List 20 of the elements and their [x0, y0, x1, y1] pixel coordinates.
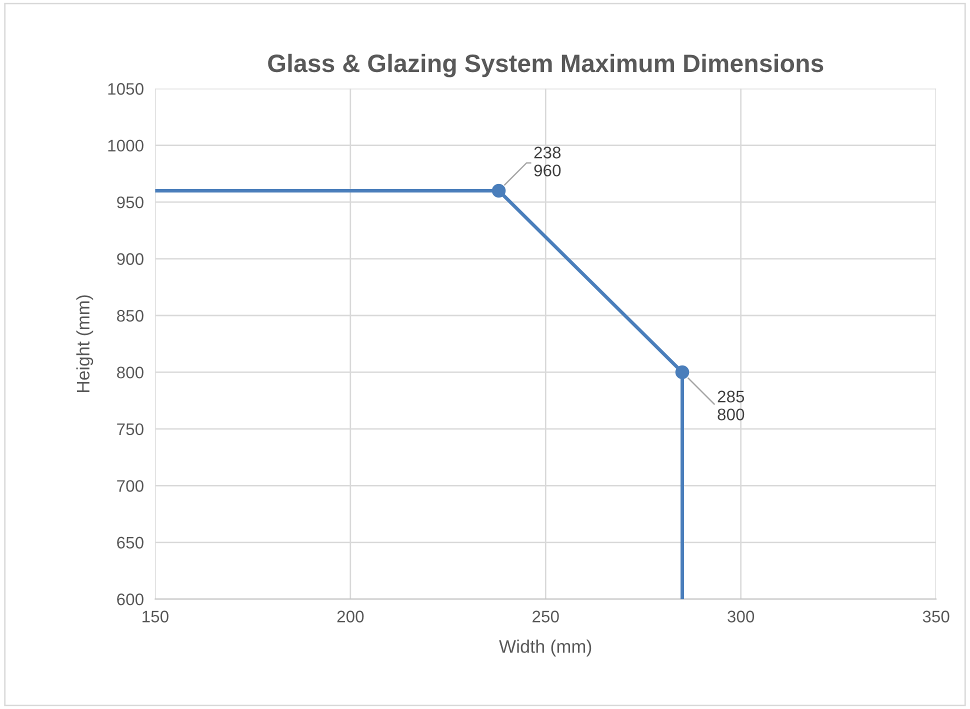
chart-title: Glass & Glazing System Maximum Dimensions	[268, 54, 824, 78]
y-tick-label: 850	[117, 310, 144, 322]
x-tick-label: 350	[922, 610, 950, 622]
annotation: 285 800	[718, 390, 744, 420]
y-tick-label: 750	[117, 423, 144, 436]
y-tick-label: 800	[117, 366, 144, 378]
y-tick-label: 1000	[108, 140, 144, 152]
x-axis-title: Width (mm)	[499, 640, 592, 656]
y-tick-label: 650	[117, 536, 144, 549]
y-tick-label: 600	[117, 594, 144, 606]
y-tick-label: 950	[117, 196, 144, 208]
y-axis-title: Height (mm)	[76, 295, 94, 392]
x-tick-label: 200	[337, 610, 364, 622]
x-tick-label: 300	[728, 610, 754, 622]
annotation: 238 960	[534, 146, 561, 176]
x-tick-label: 250	[532, 610, 559, 622]
y-tick-label: 1050	[108, 83, 144, 95]
x-tick-label: 150	[142, 610, 168, 622]
y-tick-label: 900	[117, 253, 144, 265]
y-tick-label: 700	[117, 480, 144, 492]
